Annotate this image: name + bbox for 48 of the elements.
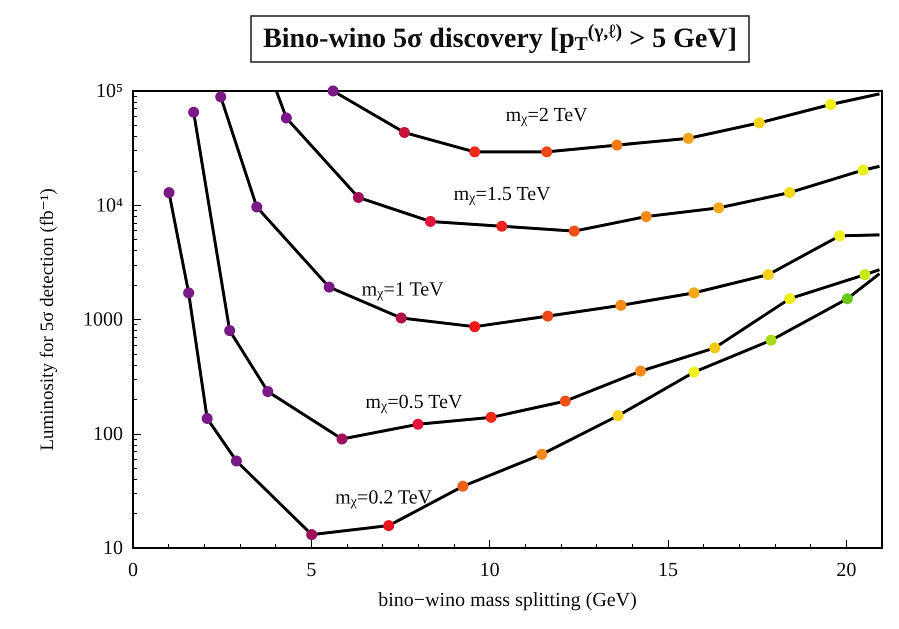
x-tick-label: 20 [836, 559, 856, 581]
point [324, 282, 335, 293]
point [188, 106, 200, 118]
x-tick-label: 5 [306, 559, 316, 581]
point [640, 211, 652, 222]
point [766, 334, 777, 346]
x-tick-label: 0 [128, 559, 138, 581]
point [398, 127, 410, 138]
point [164, 187, 175, 198]
point [754, 117, 765, 128]
point [842, 293, 853, 304]
point [224, 325, 236, 336]
point [469, 146, 480, 158]
x-tick-label: 10 [480, 559, 500, 581]
point [688, 366, 700, 378]
point [457, 480, 468, 492]
point [352, 192, 364, 203]
x-axis-title: bino−wino mass splitting (GeV) [378, 589, 637, 611]
y-tick-label: 10 [103, 537, 123, 559]
point [612, 140, 622, 151]
point [230, 456, 242, 467]
point [713, 202, 724, 214]
point [859, 269, 870, 280]
point [424, 216, 436, 227]
point [251, 201, 262, 212]
y-tick-label: 10⁵ [96, 80, 123, 102]
point [262, 386, 274, 398]
point [541, 146, 552, 158]
point [825, 98, 836, 110]
point [834, 230, 846, 242]
point [396, 312, 407, 324]
point [709, 342, 720, 354]
x-tick-label: 15 [658, 559, 678, 581]
y-tick-label: 1000 [83, 308, 123, 330]
point [469, 321, 480, 332]
point [202, 412, 213, 424]
point [383, 520, 394, 532]
y-tick-label: 100 [93, 422, 123, 445]
point [183, 287, 194, 298]
point [215, 91, 226, 102]
point [682, 132, 694, 144]
point [496, 220, 508, 232]
y-tick-label: 10⁴ [96, 194, 124, 216]
point [858, 164, 869, 176]
point [568, 226, 580, 237]
y-axis-title: Luminosity for 5σ detection (fb⁻¹) [37, 188, 58, 451]
point [412, 418, 424, 430]
point [784, 187, 796, 198]
